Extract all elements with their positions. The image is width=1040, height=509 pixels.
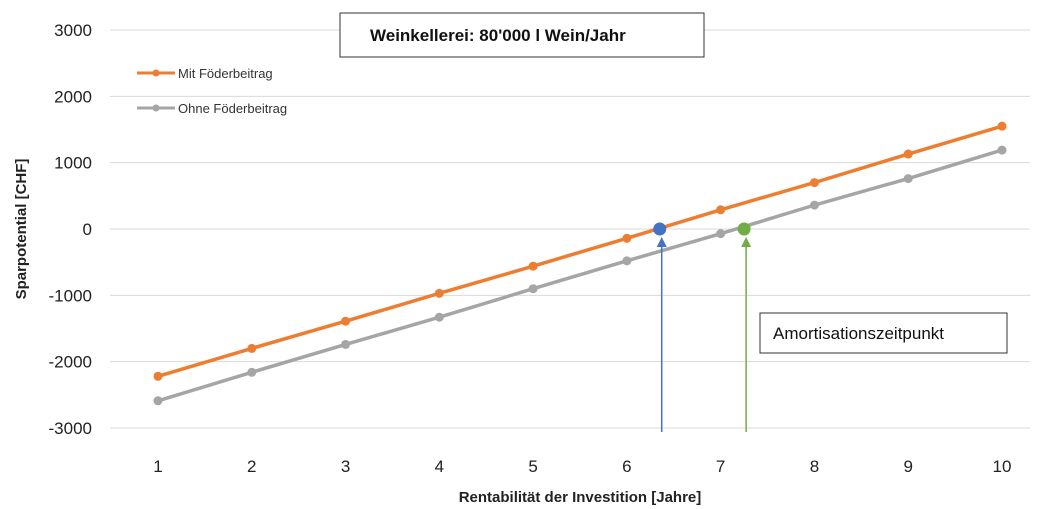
data-point [622, 233, 632, 243]
x-tick-labels: 1 2 3 4 5 6 7 8 9 10 [153, 457, 1011, 476]
data-point [528, 261, 538, 271]
x-tick-label: 6 [622, 457, 631, 476]
y-axis-label: Sparpotential [CHF] [13, 159, 30, 300]
y-tick-label: 1000 [54, 154, 92, 173]
legend-marker-ohne [152, 104, 160, 112]
data-point [997, 145, 1007, 155]
x-tick-label: 8 [810, 457, 819, 476]
x-tick-label: 5 [528, 457, 537, 476]
data-point [997, 121, 1007, 131]
x-tick-label: 2 [247, 457, 256, 476]
break-even-arrowhead-0 [656, 237, 667, 247]
data-point [341, 339, 351, 349]
series-line-1 [157, 148, 1003, 403]
series-layer [153, 121, 1007, 406]
x-tick-label: 10 [993, 457, 1012, 476]
chart-title: Weinkellerei: 80'000 l Wein/Jahr [370, 26, 626, 45]
data-point [153, 371, 163, 381]
data-point [434, 288, 444, 298]
data-point [622, 256, 632, 266]
y-tick-label: -2000 [49, 353, 92, 372]
y-tick-labels: -3000 -2000 -1000 0 1000 2000 3000 [49, 21, 92, 438]
break-even-point-0 [653, 222, 667, 236]
title-box [339, 12, 705, 58]
break-even-markers [653, 222, 752, 432]
legend: Mit Föderbeitrag Ohne Föderbeitrag [137, 66, 287, 116]
data-point [153, 396, 163, 406]
x-tick-label: 1 [153, 457, 162, 476]
break-even-arrowhead-1 [741, 237, 752, 247]
data-point [434, 312, 444, 322]
x-tick-label: 7 [716, 457, 725, 476]
annotation-text: Amortisationszeitpunkt [773, 324, 944, 343]
legend-marker-mit [152, 69, 160, 77]
data-point [809, 200, 819, 210]
data-point [716, 205, 726, 215]
y-tick-label: -3000 [49, 419, 92, 438]
legend-label-ohne: Ohne Föderbeitrag [178, 101, 287, 116]
y-tick-label: 0 [83, 220, 92, 239]
x-axis-label: Rentabilität der Investition [Jahre] [459, 489, 702, 506]
data-point [247, 367, 257, 377]
data-point [528, 284, 538, 294]
data-point [903, 149, 913, 159]
data-point [809, 178, 819, 188]
x-tick-label: 3 [341, 457, 350, 476]
x-tick-label: 9 [903, 457, 912, 476]
series-line-0 [157, 124, 1003, 378]
data-point [903, 174, 913, 184]
annotation-box [759, 312, 1008, 354]
data-point [716, 229, 726, 239]
break-even-point-1 [737, 222, 751, 236]
y-tick-label: 3000 [54, 21, 92, 40]
gridlines [110, 29, 1030, 429]
legend-label-mit: Mit Föderbeitrag [178, 66, 273, 81]
y-tick-label: -1000 [49, 286, 92, 305]
x-tick-label: 4 [435, 457, 444, 476]
y-tick-label: 2000 [54, 87, 92, 106]
data-point [247, 343, 257, 353]
data-point [341, 316, 351, 326]
